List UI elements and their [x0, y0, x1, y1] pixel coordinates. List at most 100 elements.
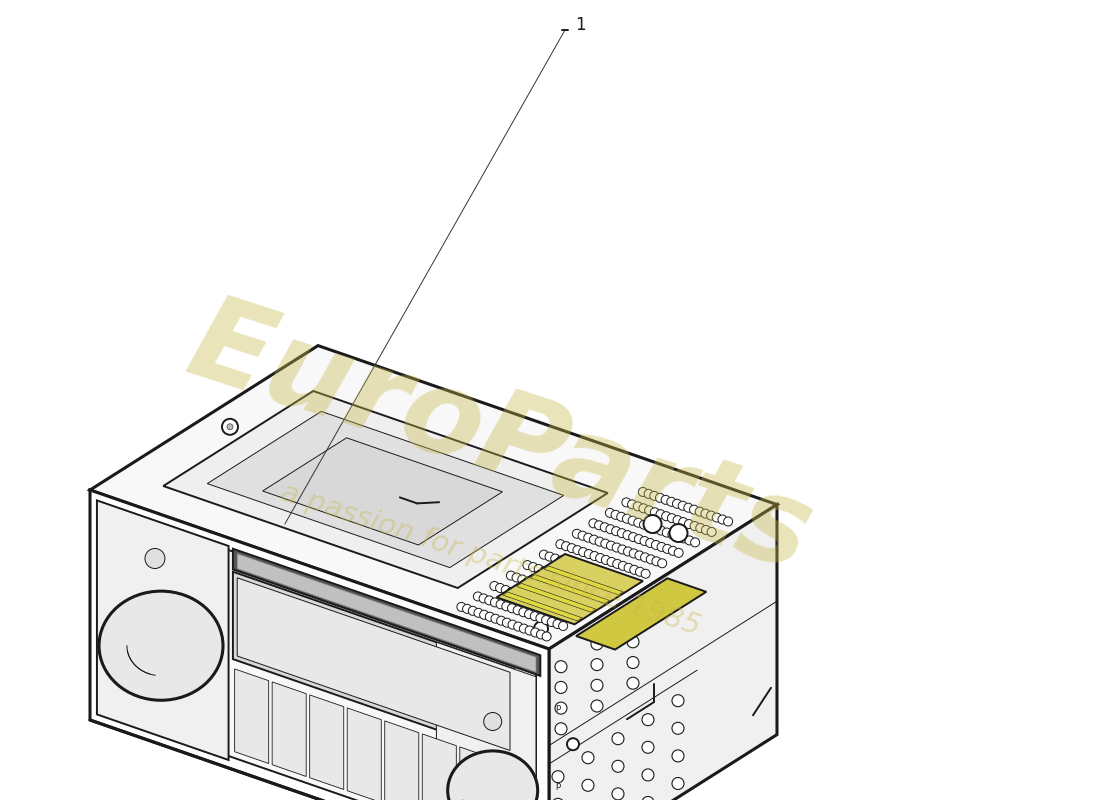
Circle shape: [639, 504, 648, 513]
Circle shape: [524, 577, 532, 586]
Circle shape: [661, 495, 670, 504]
Circle shape: [591, 700, 603, 712]
Circle shape: [485, 596, 494, 605]
Polygon shape: [385, 721, 419, 800]
Circle shape: [557, 556, 565, 565]
Circle shape: [673, 516, 682, 525]
Polygon shape: [207, 411, 564, 568]
Polygon shape: [543, 566, 624, 595]
Polygon shape: [103, 506, 536, 800]
Circle shape: [519, 624, 528, 633]
Circle shape: [222, 419, 238, 435]
Circle shape: [651, 541, 660, 550]
Circle shape: [624, 563, 634, 572]
Circle shape: [530, 595, 539, 604]
Circle shape: [584, 533, 593, 542]
Circle shape: [546, 552, 554, 561]
Circle shape: [506, 571, 516, 580]
Circle shape: [529, 579, 538, 588]
Circle shape: [625, 580, 634, 589]
Polygon shape: [233, 549, 540, 676]
Circle shape: [596, 554, 605, 562]
Circle shape: [537, 630, 546, 639]
Circle shape: [473, 592, 483, 601]
Circle shape: [635, 534, 643, 543]
Circle shape: [542, 632, 551, 641]
Circle shape: [584, 550, 593, 558]
Circle shape: [553, 619, 562, 629]
Circle shape: [524, 594, 534, 602]
Circle shape: [573, 562, 583, 571]
Circle shape: [540, 583, 550, 592]
Circle shape: [539, 550, 549, 559]
Polygon shape: [234, 669, 268, 763]
Circle shape: [456, 602, 466, 611]
Circle shape: [645, 506, 653, 514]
Polygon shape: [233, 572, 515, 757]
Circle shape: [586, 598, 595, 608]
Circle shape: [713, 513, 722, 522]
Circle shape: [536, 598, 544, 606]
Circle shape: [646, 538, 654, 547]
Polygon shape: [238, 554, 536, 672]
Circle shape: [557, 573, 566, 582]
Circle shape: [668, 530, 676, 539]
Circle shape: [535, 565, 543, 574]
Polygon shape: [310, 695, 343, 790]
Circle shape: [591, 658, 603, 670]
Circle shape: [556, 723, 566, 734]
Circle shape: [701, 509, 710, 518]
Circle shape: [513, 573, 521, 582]
Circle shape: [508, 620, 517, 629]
Circle shape: [546, 569, 554, 578]
Circle shape: [647, 555, 656, 564]
Circle shape: [612, 733, 624, 745]
Circle shape: [651, 524, 660, 533]
Circle shape: [607, 574, 617, 582]
Circle shape: [556, 702, 566, 714]
Circle shape: [645, 490, 653, 498]
Circle shape: [474, 608, 483, 618]
Circle shape: [707, 527, 716, 537]
Circle shape: [525, 610, 533, 618]
Circle shape: [514, 622, 522, 631]
Circle shape: [607, 558, 616, 566]
Circle shape: [480, 594, 488, 603]
Circle shape: [579, 531, 587, 540]
Circle shape: [581, 597, 590, 606]
Circle shape: [551, 570, 560, 579]
Polygon shape: [496, 554, 642, 624]
Circle shape: [684, 503, 693, 512]
Circle shape: [638, 487, 648, 497]
Polygon shape: [272, 682, 306, 777]
Circle shape: [650, 508, 659, 517]
Circle shape: [530, 612, 539, 621]
Polygon shape: [348, 708, 382, 800]
Circle shape: [227, 424, 233, 430]
Circle shape: [519, 608, 528, 617]
Circle shape: [484, 713, 502, 730]
Circle shape: [670, 524, 688, 542]
Circle shape: [591, 679, 603, 691]
Circle shape: [680, 534, 689, 543]
Circle shape: [621, 498, 631, 507]
Circle shape: [595, 537, 604, 546]
Circle shape: [639, 520, 649, 529]
Circle shape: [490, 582, 499, 590]
Circle shape: [574, 594, 584, 604]
Circle shape: [679, 518, 688, 526]
Circle shape: [628, 516, 637, 526]
Circle shape: [652, 557, 661, 566]
Circle shape: [497, 616, 506, 625]
Circle shape: [496, 583, 505, 593]
Circle shape: [566, 738, 579, 750]
Circle shape: [529, 562, 538, 571]
Polygon shape: [530, 574, 609, 603]
Polygon shape: [460, 747, 494, 800]
Ellipse shape: [99, 591, 223, 700]
Circle shape: [559, 622, 568, 630]
Text: EuroParts: EuroParts: [174, 286, 826, 594]
Circle shape: [650, 491, 659, 500]
Circle shape: [569, 576, 578, 586]
Circle shape: [569, 593, 578, 602]
